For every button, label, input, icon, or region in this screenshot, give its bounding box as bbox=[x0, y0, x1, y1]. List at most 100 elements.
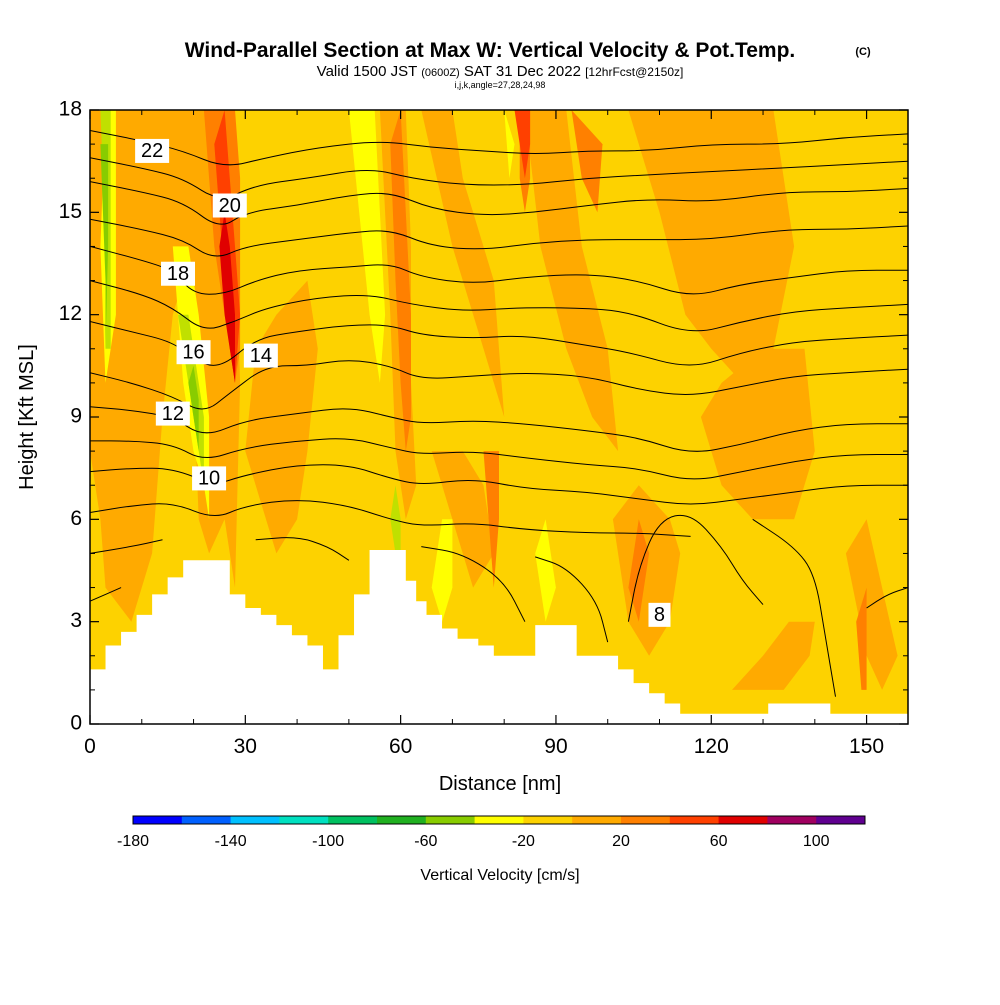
valid-utc: (0600Z) bbox=[421, 67, 460, 79]
velocity-region-green bbox=[100, 144, 109, 349]
theta-contour-line bbox=[90, 218, 908, 257]
x-axis-label: Distance [nm] bbox=[439, 773, 561, 795]
theta-contour-line bbox=[90, 280, 908, 332]
theta-contour-8 bbox=[627, 514, 764, 622]
velocity-region-orange bbox=[628, 110, 795, 383]
colorbar-swatch bbox=[279, 816, 329, 824]
velocity-region-orange bbox=[524, 110, 619, 452]
colorbar-swatch bbox=[718, 816, 768, 824]
y-tick-label: 9 bbox=[70, 405, 82, 428]
x-tick-label: 60 bbox=[389, 735, 412, 758]
colorbar-swatch bbox=[425, 816, 476, 824]
colorbar: -180 -140 -100 -60 -20 20 60 100 bbox=[117, 815, 866, 850]
x-tick-label: 150 bbox=[849, 735, 884, 758]
theta-contour-22 bbox=[90, 130, 908, 166]
contour-label-20: 20 bbox=[212, 193, 247, 218]
theta-contour-line bbox=[90, 500, 691, 537]
colorbar-frame bbox=[132, 815, 866, 825]
velocity-region-orange bbox=[431, 451, 494, 588]
colorbar-tick-label: 60 bbox=[710, 833, 728, 850]
contour-label-10: 10 bbox=[192, 466, 227, 491]
contour-label-text: 10 bbox=[198, 468, 220, 490]
velocity-region-green bbox=[188, 365, 199, 452]
velocity-region-orange bbox=[421, 110, 505, 417]
y-tick-label: 18 bbox=[59, 98, 82, 121]
colorbar-swatch bbox=[133, 816, 183, 824]
colorbar-swatch bbox=[767, 816, 817, 824]
x-tick-label: 120 bbox=[694, 735, 729, 758]
colorbar-swatch bbox=[328, 816, 378, 824]
contour-label-text: 22 bbox=[141, 140, 163, 162]
colorbar-swatch bbox=[474, 816, 524, 824]
contour-label-text: 18 bbox=[167, 263, 189, 285]
velocity-region-yellow-green bbox=[390, 485, 401, 554]
theta-contour-20 bbox=[90, 181, 908, 225]
y-tick-label: 3 bbox=[70, 609, 82, 632]
velocity-region-orange bbox=[700, 348, 815, 520]
contour-label-text: 12 bbox=[162, 403, 184, 425]
colorbar-swatch bbox=[377, 816, 427, 824]
contour-label-text: 8 bbox=[654, 604, 665, 626]
contour-label-18: 18 bbox=[161, 261, 196, 286]
colorbar-tick-label: 20 bbox=[612, 833, 630, 850]
y-tick-label: 6 bbox=[70, 507, 82, 530]
colorbar-tick-label: -60 bbox=[414, 833, 437, 850]
velocity-region-dark-orange bbox=[483, 451, 499, 588]
colorbar-swatch bbox=[523, 816, 573, 824]
contour-label-text: 14 bbox=[250, 345, 272, 367]
y-tick-label: 12 bbox=[59, 302, 82, 325]
grid-indices: i,j,k,angle=27,28,24,98 bbox=[455, 80, 546, 90]
y-axis-label: Height [Kft MSL] bbox=[16, 344, 38, 490]
theta-contour-line bbox=[752, 518, 836, 697]
valid-date: SAT 31 Dec 2022 bbox=[464, 63, 581, 80]
terrain bbox=[90, 550, 908, 724]
contour-label-16: 16 bbox=[176, 340, 211, 365]
colorbar-swatch bbox=[669, 816, 720, 824]
valid-time: Valid 1500 JST (0600Z) SAT 31 Dec 2022 [… bbox=[317, 63, 684, 80]
colorbar-tick-label: -140 bbox=[215, 833, 247, 850]
chart-title: Wind-Parallel Section at Max W: Vertical… bbox=[185, 39, 796, 62]
y-tick-label: 15 bbox=[59, 200, 82, 223]
colorbar-swatch bbox=[621, 816, 671, 824]
x-tick-label: 0 bbox=[84, 735, 96, 758]
colorbar-tick-label: -20 bbox=[512, 833, 535, 850]
velocity-region-yellow bbox=[431, 519, 453, 622]
theta-contours bbox=[90, 130, 908, 697]
velocity-region-orange bbox=[732, 621, 815, 690]
theta-contour-12 bbox=[90, 406, 908, 452]
velocity-region-red bbox=[514, 110, 531, 179]
x-tick-label: 30 bbox=[234, 735, 257, 758]
contour-label-text: 16 bbox=[182, 341, 204, 363]
velocity-region-yellow bbox=[348, 110, 386, 383]
contour-labels: 22 20 18 16 14 12 10 8 bbox=[135, 138, 671, 627]
colorbar-tick-label: -100 bbox=[312, 833, 344, 850]
velocity-region-yellow bbox=[535, 519, 556, 622]
colorbar-label: Vertical Velocity [cm/s] bbox=[420, 867, 579, 884]
x-tick-label: 90 bbox=[544, 735, 567, 758]
colorbar-tick-label: 100 bbox=[803, 833, 830, 850]
valid-prefix: Valid 1500 JST bbox=[317, 63, 417, 80]
contour-label-8: 8 bbox=[648, 602, 671, 627]
velocity-region-yellow bbox=[504, 110, 515, 179]
forecast-info: [12hrFcst@2150z] bbox=[585, 65, 683, 79]
y-tick-label: 0 bbox=[70, 712, 82, 735]
colorbar-swatch bbox=[230, 816, 280, 824]
theta-contour-line bbox=[90, 157, 908, 198]
colorbar-swatch bbox=[181, 816, 232, 824]
velocity-region-dark-orange bbox=[856, 587, 867, 690]
contour-label-12: 12 bbox=[155, 401, 190, 426]
colorbar-tick-label: -180 bbox=[117, 833, 149, 850]
velocity-region-orange bbox=[90, 110, 241, 622]
theta-contour-line bbox=[866, 587, 908, 609]
theta-contour-line bbox=[255, 537, 350, 561]
axes: 0 3 6 9 12 15 18 0 30 60 90 120 150 bbox=[59, 98, 908, 758]
theta-contour-line bbox=[421, 546, 526, 622]
colorbar-swatch bbox=[572, 816, 622, 824]
contour-label-text: 20 bbox=[219, 195, 241, 217]
velocity-region-dark-orange bbox=[571, 110, 603, 213]
contour-label-14: 14 bbox=[243, 343, 278, 368]
colorbar-swatch bbox=[816, 816, 866, 824]
theta-contour-line bbox=[535, 556, 609, 643]
theta-contour-10 bbox=[90, 464, 908, 505]
